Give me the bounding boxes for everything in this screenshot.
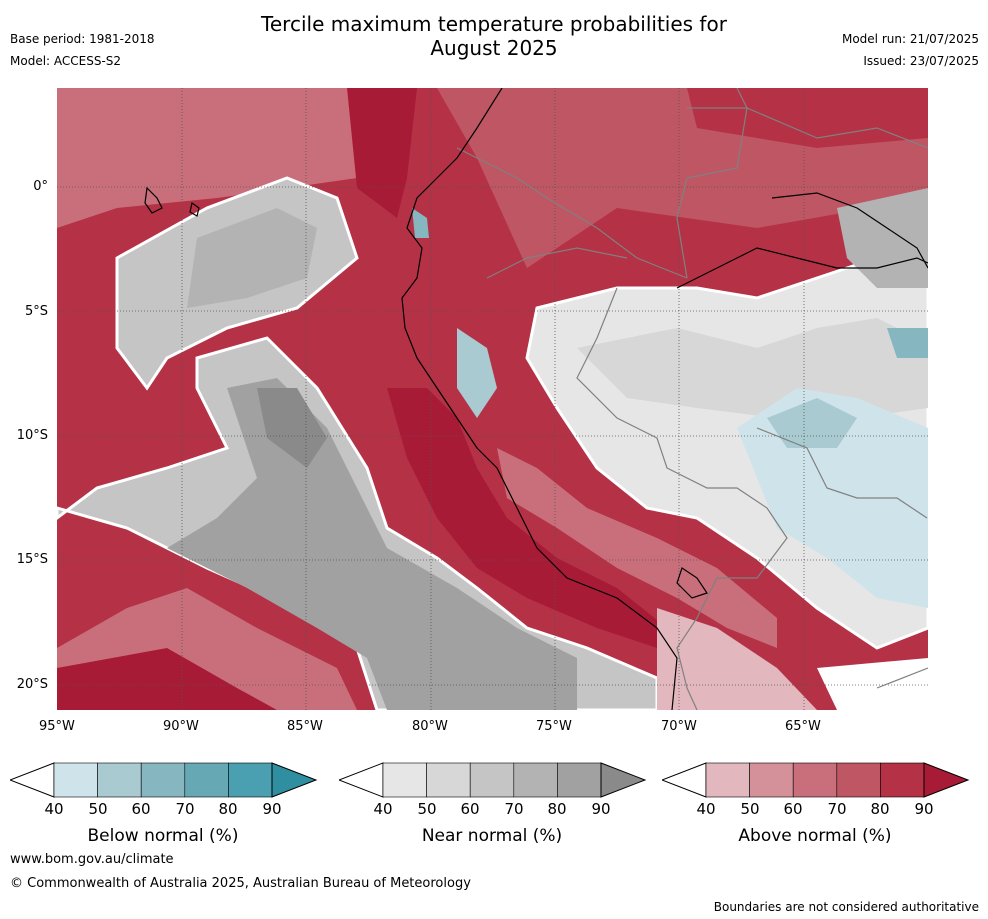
colorbar-near-swatches (339, 762, 647, 798)
colorbar-near-max-arrow (600, 762, 647, 798)
footer-copyright: © Commonwealth of Australia 2025, Austra… (10, 876, 471, 891)
colorbar-below-swatch-0 (53, 762, 98, 798)
colorbar-near-swatch-4 (557, 762, 602, 798)
colorbar-near-tick-0: 40 (373, 800, 393, 818)
colorbar-above-swatch-3 (836, 762, 881, 798)
country-borders (456, 88, 928, 710)
near-region-west-inner (187, 208, 317, 308)
near-region-interior-inner (577, 318, 928, 418)
coastline (144, 88, 928, 710)
colorbar-near-tick-5: 90 (591, 800, 611, 818)
colorbar-below-swatch-2 (140, 762, 186, 798)
colorbar-below-max-arrow (271, 762, 318, 798)
colorbar-below-swatch-1 (97, 762, 142, 798)
colorbar-below-tick-4: 80 (218, 800, 238, 818)
title-line-2: August 2025 (430, 36, 558, 60)
colorbar-below-tick-5: 90 (262, 800, 282, 818)
lon-label-4: 75°W (536, 719, 572, 734)
lat-label-3: 15°S (16, 552, 48, 567)
colorbar-below-swatches (10, 762, 318, 798)
colorbar-near-swatch-1 (426, 762, 471, 798)
colorbar-near-tick-1: 50 (417, 800, 437, 818)
colorbar-near-swatch-2 (469, 762, 515, 798)
colorbar-below-swatch-3 (184, 762, 229, 798)
colorbar-above-tick-2: 60 (783, 800, 803, 818)
colorbar-above: 40 50 60 70 80 90 Above normal (%) (662, 762, 970, 852)
colorbar-below-tick-2: 60 (131, 800, 151, 818)
below-region-northeast (887, 328, 928, 358)
lat-label-1: 5°S (24, 304, 48, 319)
colorbar-near-tick-2: 60 (460, 800, 480, 818)
colorbar-near-min-arrow (339, 762, 384, 798)
colorbar-above-swatch-4 (880, 762, 925, 798)
colorbar-near-tick-3: 70 (504, 800, 524, 818)
colorbar-above-swatch-1 (749, 762, 794, 798)
base-period: Base period: 1981-2018 (10, 32, 155, 46)
colorbar-above-tick-4: 80 (870, 800, 890, 818)
colorbar-near-swatch-3 (513, 762, 558, 798)
model-name: Model: ACCESS-S2 (10, 54, 122, 68)
model-run: Model run: 21/07/2025 (841, 32, 979, 46)
colorbar-near-swatch-0 (382, 762, 427, 798)
below-region-coast (457, 328, 497, 418)
graticule (57, 88, 928, 710)
colorbar-near: 40 50 60 70 80 90 Near normal (%) (339, 762, 647, 852)
colorbar-above-swatch-0 (705, 762, 750, 798)
colorbar-below-swatch-4 (228, 762, 273, 798)
near-region-peak (257, 388, 327, 468)
above-region-deep-2 (687, 88, 928, 148)
near-region-central-inner (167, 378, 577, 710)
colorbar-above-tick-0: 40 (696, 800, 716, 818)
white-region-southeast (817, 658, 928, 710)
lon-label-3: 80°W (412, 719, 448, 734)
colorbar-below-tick-0: 40 (44, 800, 64, 818)
footer-disclaimer: Boundaries are not considered authoritat… (713, 900, 979, 914)
near-region-northeast (837, 188, 928, 288)
chart-title: Tercile maximum temperature probabilitie… (0, 12, 988, 60)
colorbar-below-tick-1: 50 (88, 800, 108, 818)
meta-right: Model run: 21/07/2025 Issued: 23/07/2025 (842, 28, 979, 72)
probability-map (57, 88, 928, 710)
lon-label-0: 95°W (39, 719, 75, 734)
below-region-gulf (412, 208, 429, 238)
colorbar-above-swatch-2 (792, 762, 838, 798)
above-region-deep-3 (57, 648, 277, 710)
map-canvas (57, 88, 928, 710)
lon-label-6: 65°W (785, 719, 821, 734)
colorbar-above-swatches (662, 762, 970, 798)
colorbar-below: 40 50 60 70 80 90 Below normal (%) (10, 762, 318, 852)
colorbar-near-tick-4: 80 (547, 800, 567, 818)
above-region-south (657, 608, 817, 710)
issued-date: Issued: 23/07/2025 (863, 54, 979, 68)
colorbar-near-title: Near normal (%) (421, 826, 563, 846)
colorbar-below-tick-3: 70 (175, 800, 195, 818)
lat-label-4: 20°S (16, 677, 48, 692)
lon-label-2: 85°W (287, 719, 323, 734)
above-region-northwest (57, 88, 397, 228)
colorbar-above-tick-5: 90 (914, 800, 934, 818)
colorbar-below-min-arrow (10, 762, 55, 798)
meta-left: Base period: 1981-2018 Model: ACCESS-S2 (10, 28, 155, 72)
colorbar-above-min-arrow (662, 762, 707, 798)
lat-label-0: 0° (33, 179, 48, 194)
lon-label-5: 70°W (661, 719, 697, 734)
title-line-1: Tercile maximum temperature probabilitie… (261, 12, 727, 36)
colorbar-above-tick-3: 70 (827, 800, 847, 818)
below-region-east-inner (767, 398, 857, 448)
footer-url: www.bom.gov.au/climate (10, 852, 174, 867)
lat-label-2: 10°S (16, 428, 48, 443)
lon-label-1: 90°W (163, 719, 199, 734)
colorbar-above-tick-1: 50 (740, 800, 760, 818)
above-region-north (57, 88, 928, 268)
above-region-deep-1 (347, 88, 417, 218)
colorbar-below-title: Below normal (%) (87, 826, 239, 846)
colorbar-above-max-arrow (923, 762, 970, 798)
colorbar-above-title: Above normal (%) (738, 826, 892, 846)
above-region-coast (387, 388, 667, 648)
